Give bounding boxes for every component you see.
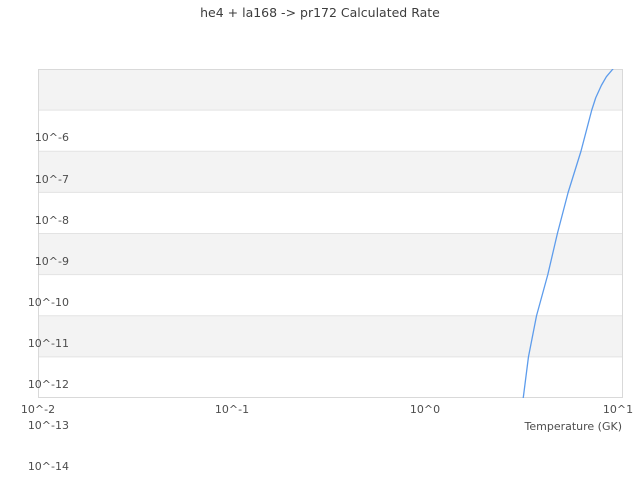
y-tick-label: 10^-14 bbox=[27, 460, 69, 473]
y-tick-label: 10^-6 bbox=[34, 131, 69, 144]
y-tick-label: 10^-13 bbox=[27, 419, 69, 432]
y-tick-label: 10^-8 bbox=[34, 214, 69, 227]
decade-band bbox=[38, 69, 623, 111]
x-tick-label: 10^-2 bbox=[20, 403, 56, 416]
plot-svg bbox=[38, 69, 623, 398]
chart-title: he4 + la168 -> pr172 Calculated Rate bbox=[200, 5, 440, 20]
x-tick-label: 10^-1 bbox=[214, 403, 250, 416]
y-tick-label: 10^-7 bbox=[34, 173, 69, 186]
y-tick-label: 10^-9 bbox=[34, 255, 69, 268]
x-tick-label: 10^1 bbox=[602, 403, 634, 416]
rate-curve bbox=[522, 69, 614, 398]
x-tick-label: 10^0 bbox=[409, 403, 441, 416]
x-axis-title: Temperature (GK) bbox=[524, 420, 623, 433]
y-tick-label: 10^-11 bbox=[27, 337, 69, 350]
decade-band bbox=[38, 315, 623, 357]
decade-band bbox=[38, 151, 623, 193]
y-tick-label: 10^-10 bbox=[27, 296, 69, 309]
y-tick-label: 10^-12 bbox=[27, 378, 69, 391]
plot-area: 10^-6 10^-7 10^-8 10^-9 10^-10 10^-11 10… bbox=[28, 69, 623, 473]
plot-border bbox=[38, 69, 623, 398]
decade-band bbox=[38, 233, 623, 275]
